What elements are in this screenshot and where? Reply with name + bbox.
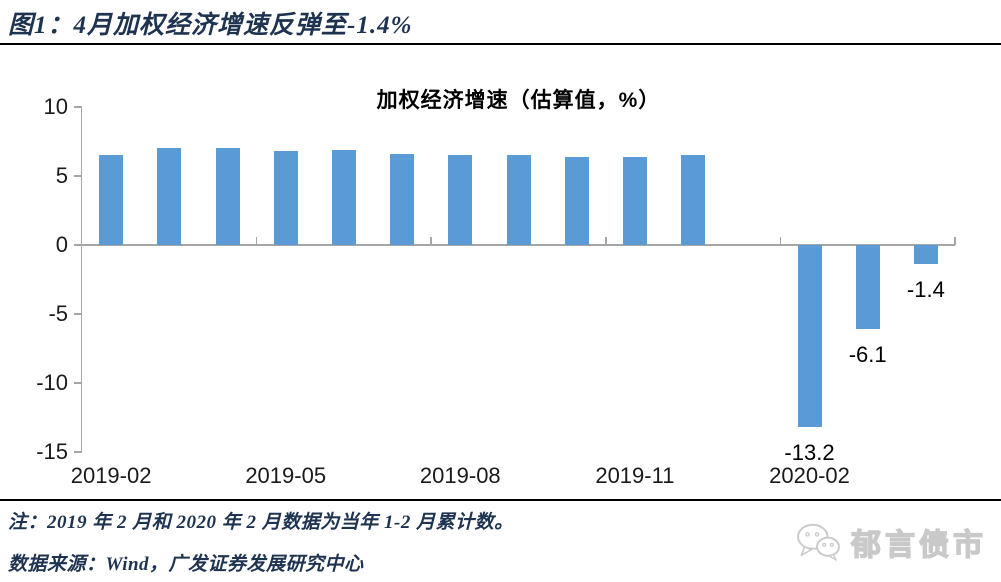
y-tick-label: -15 — [36, 439, 68, 464]
y-tick-mark — [74, 175, 82, 177]
y-tick-label: -5 — [48, 301, 68, 326]
bar — [913, 245, 938, 265]
bar — [215, 148, 240, 245]
bar-value-label: -6.1 — [848, 342, 887, 368]
data-source: 数据来源：Wind，广发证券发展研究中心 — [8, 554, 364, 575]
bar-value-label: -13.2 — [784, 440, 835, 466]
x-tick-mark — [954, 237, 956, 245]
figure-title: 图1：4月加权经济增速反弹至-1.4% — [8, 12, 413, 39]
watermark: 郁言债市 — [795, 520, 987, 564]
bar — [390, 153, 415, 245]
chart-title: 加权经济增速（估算值，%） — [376, 89, 661, 112]
bar — [855, 245, 880, 330]
bar — [273, 151, 298, 245]
y-axis-line — [80, 107, 82, 452]
bar — [506, 155, 531, 245]
watermark-label: 郁言债市 — [850, 528, 987, 562]
bar — [564, 156, 589, 245]
title-underline — [0, 43, 1001, 45]
x-tick-mark — [779, 237, 782, 245]
y-tick-mark — [74, 106, 82, 108]
bar — [448, 155, 473, 245]
y-tick-mark — [74, 244, 82, 246]
bar — [622, 156, 647, 245]
y-tick-label: 5 — [55, 163, 68, 188]
bar — [331, 149, 356, 245]
x-axis-line — [82, 244, 955, 246]
y-tick-label: 10 — [43, 94, 68, 119]
y-tick-mark — [74, 451, 82, 453]
x-tick-mark — [430, 237, 432, 245]
bar-value-label: -1.4 — [906, 277, 945, 303]
x-tick-label: 2019-05 — [245, 463, 327, 488]
y-tick-mark — [74, 313, 82, 315]
y-tick-mark — [74, 382, 82, 384]
y-tick-label: -10 — [36, 370, 68, 395]
y-tick-label: 0 — [55, 232, 68, 257]
x-tick-label: 2019-08 — [419, 463, 501, 488]
chart-note: 注：2019 年 2 月和 2020 年 2 月数据为当年 1-2 月累计数。 — [8, 512, 514, 533]
x-tick-mark — [605, 237, 607, 245]
x-tick-mark — [255, 237, 258, 245]
bar — [797, 245, 822, 428]
bar-chart: 加权经济增速（估算值，%） 10 5 0 -5 -10 -15 -13.2 -6.1 -1.4 2… — [0, 50, 1001, 500]
bar — [99, 155, 124, 245]
x-tick-label: 2019-02 — [70, 463, 152, 488]
bottom-separator — [0, 499, 1001, 501]
wechat-icon — [797, 523, 840, 561]
x-tick-label: 2019-11 — [595, 463, 675, 488]
bar — [681, 155, 706, 245]
bar — [157, 148, 182, 245]
x-tick-label: 2020-02 — [769, 463, 850, 488]
